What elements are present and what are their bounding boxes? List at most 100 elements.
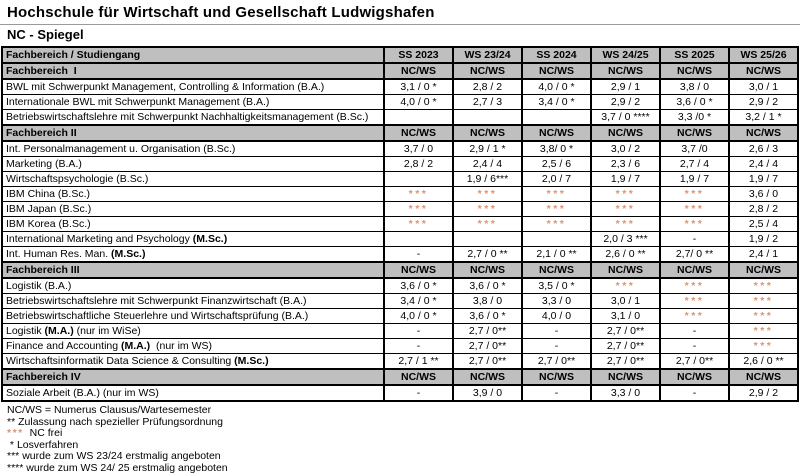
- nc-value-cell: 2,7 / 0**: [452, 338, 523, 354]
- footnote-line: *** NC frei: [7, 427, 800, 440]
- title-divider: [0, 24, 800, 25]
- nc-value-cell: ***: [659, 201, 730, 217]
- corner-header: Fachbereich / Studiengang: [1, 46, 385, 64]
- section-title-cell: Fachbereich IV: [1, 368, 385, 386]
- studiengang-label-cell: BWL mit Schwerpunkt Management, Controll…: [1, 78, 385, 95]
- nc-value-cell: 2,9 / 2: [728, 94, 799, 110]
- semester-column-header: WS 25/26: [728, 46, 799, 64]
- nc-value-cell: ***: [728, 323, 799, 339]
- nc-value-cell: 2,6 / 0 **: [590, 246, 661, 263]
- nc-value-cell: 2,9 / 1 *: [452, 140, 523, 157]
- section-header-row: Fachbereich I NC/WS NC/WS NC/WS NC/WS NC/WS NC…: [1, 62, 799, 80]
- page-title: Hochschule für Wirtschaft und Gesellscha…: [7, 4, 435, 21]
- nc-frei-marker: ***: [7, 427, 24, 440]
- nc-value-cell: [452, 109, 523, 126]
- studiengang-label-cell: Betriebswirtschaftslehre mit Schwerpunkt…: [1, 293, 385, 309]
- studiengang-row: Soziale Arbeit (B.A.) (nur im WS) -3,9 / …: [1, 384, 799, 402]
- nc-value-cell: [383, 171, 454, 187]
- nc-value-cell: [383, 231, 454, 247]
- nc-value-cell: 2,4 / 1: [728, 246, 799, 263]
- nc-value-cell: 2,5 / 6: [521, 156, 592, 172]
- nc-value-cell: 3,5 / 0 *: [521, 277, 592, 294]
- nc-value-cell: 3,0 / 2: [590, 140, 661, 157]
- nc-ws-header-cell: NC/WS: [590, 62, 661, 80]
- nc-value-cell: 2,8 / 2: [452, 78, 523, 95]
- nc-ws-header-cell: NC/WS: [590, 261, 661, 279]
- nc-ws-header-cell: NC/WS: [383, 368, 454, 386]
- footnote-marker: ***: [7, 450, 20, 463]
- nc-value-cell: 1,9 / 7: [659, 171, 730, 187]
- nc-value-cell: 2,8 / 2: [728, 201, 799, 217]
- nc-value-cell: ***: [659, 216, 730, 232]
- nc-value-cell: 2,8 / 2: [383, 156, 454, 172]
- nc-value-cell: 3,3 / 0: [521, 293, 592, 309]
- studiengang-label-cell: IBM Japan (B.Sc.): [1, 201, 385, 217]
- nc-value-cell: 3,1 / 0: [590, 308, 661, 324]
- nc-ws-header-cell: NC/WS: [452, 261, 523, 279]
- nc-value-cell: 3,9 / 0: [452, 384, 523, 402]
- nc-value-cell: ***: [452, 201, 523, 217]
- nc-value-cell: 4,0 / 0: [521, 308, 592, 324]
- studiengang-label-cell: Soziale Arbeit (B.A.) (nur im WS): [1, 384, 385, 402]
- section-header-row: Fachbereich II NC/WS NC/WS NC/WS NC/WS NC/WS N…: [1, 124, 799, 142]
- nc-value-cell: 2,9 / 2: [728, 384, 799, 402]
- nc-value-cell: ***: [590, 216, 661, 232]
- nc-spiegel-table: Fachbereich / Studiengang SS 2023 WS 23/24…: [1, 46, 799, 402]
- nc-value-cell: -: [383, 323, 454, 339]
- nc-value-cell: 2,6 / 0 **: [728, 353, 799, 370]
- nc-ws-header-cell: NC/WS: [383, 261, 454, 279]
- nc-value-cell: 3,0 / 1: [728, 78, 799, 95]
- studiengang-row: International Marketing and Psychology (…: [1, 231, 799, 247]
- nc-ws-header-cell: NC/WS: [452, 62, 523, 80]
- nc-value-cell: 3,6 / 0: [728, 186, 799, 202]
- nc-value-cell: -: [521, 323, 592, 339]
- nc-value-cell: ***: [521, 201, 592, 217]
- section-header-row: Fachbereich IV NC/WS NC/WS NC/WS NC/WS NC/WS N…: [1, 368, 799, 386]
- semester-column-header: SS 2023: [383, 46, 454, 64]
- footnote-text: NC frei: [26, 427, 63, 440]
- nc-ws-header-cell: NC/WS: [659, 62, 730, 80]
- studiengang-row: IBM Japan (B.Sc.) *** *** *** *** *** 2,8 / 2: [1, 201, 799, 217]
- nc-ws-header-cell: NC/WS: [659, 124, 730, 142]
- nc-value-cell: ***: [728, 293, 799, 309]
- footnote-line: ** Zulassung nach spezieller Prüfungsord…: [7, 416, 800, 429]
- nc-value-cell: 2,7 / 3: [452, 94, 523, 110]
- nc-ws-header-cell: NC/WS: [659, 261, 730, 279]
- nc-value-cell: 2,7 / 4: [659, 156, 730, 172]
- nc-value-cell: 1,9 / 2: [728, 231, 799, 247]
- nc-value-cell: 2,7 / 0**: [659, 353, 730, 370]
- footnote-text: wurde zum WS 23/24 erstmalig angeboten: [22, 450, 221, 463]
- studiengang-row: Int. Human Res. Man. (M.Sc.) -2,7 / 0 ** 2…: [1, 246, 799, 263]
- nc-value-cell: 2,4 / 4: [452, 156, 523, 172]
- nc-value-cell: -: [659, 338, 730, 354]
- table-body: Fachbereich I NC/WS NC/WS NC/WS NC/WS NC/WS NC…: [1, 62, 799, 402]
- nc-value-cell: 2,7 / 0**: [452, 323, 523, 339]
- nc-value-cell: -: [521, 384, 592, 402]
- nc-ws-header-cell: NC/WS: [590, 124, 661, 142]
- nc-value-cell: 3,6 / 0 *: [452, 308, 523, 324]
- nc-value-cell: -: [659, 323, 730, 339]
- studiengang-row: Wirtschaftspsychologie (B.Sc.) 1,9 / 6***…: [1, 171, 799, 187]
- studiengang-row: Finance and Accounting (M.A.) (nur im WS…: [1, 338, 799, 354]
- studiengang-label-cell: IBM China (B.Sc.): [1, 186, 385, 202]
- nc-ws-header-cell: NC/WS: [728, 368, 799, 386]
- table-head-row: Fachbereich / Studiengang SS 2023 WS 23/24…: [1, 46, 799, 64]
- nc-value-cell: ***: [383, 186, 454, 202]
- nc-value-cell: -: [521, 338, 592, 354]
- nc-value-cell: 3,4 / 0 *: [521, 94, 592, 110]
- nc-ws-header-cell: NC/WS: [452, 124, 523, 142]
- section-title-cell: Fachbereich II: [1, 124, 385, 142]
- studiengang-row: Logistik (M.A.) (nur im WiSe) -2,7 / 0** -…: [1, 323, 799, 339]
- nc-value-cell: 2,9 / 1: [590, 78, 661, 95]
- nc-value-cell: ***: [521, 216, 592, 232]
- footnote-text: Losverfahren: [16, 438, 79, 451]
- studiengang-label-cell: Int. Personalmanagement u. Organisation …: [1, 140, 385, 157]
- studiengang-label-cell: Wirtschaftspsychologie (B.Sc.): [1, 171, 385, 187]
- studiengang-label-cell: International Marketing and Psychology (…: [1, 231, 385, 247]
- nc-value-cell: ***: [452, 186, 523, 202]
- nc-ws-header-cell: NC/WS: [521, 368, 592, 386]
- studiengang-row: Betriebswirtschaftslehre mit Schwerpunkt…: [1, 109, 799, 126]
- nc-value-cell: -: [383, 338, 454, 354]
- studiengang-row: Logistik (B.A.) 3,6 / 0 * 3,6 / 0 * 3,5 / 0…: [1, 277, 799, 294]
- footnote-text: wurde zum WS 24/ 25 erstmalig angeboten: [26, 461, 228, 474]
